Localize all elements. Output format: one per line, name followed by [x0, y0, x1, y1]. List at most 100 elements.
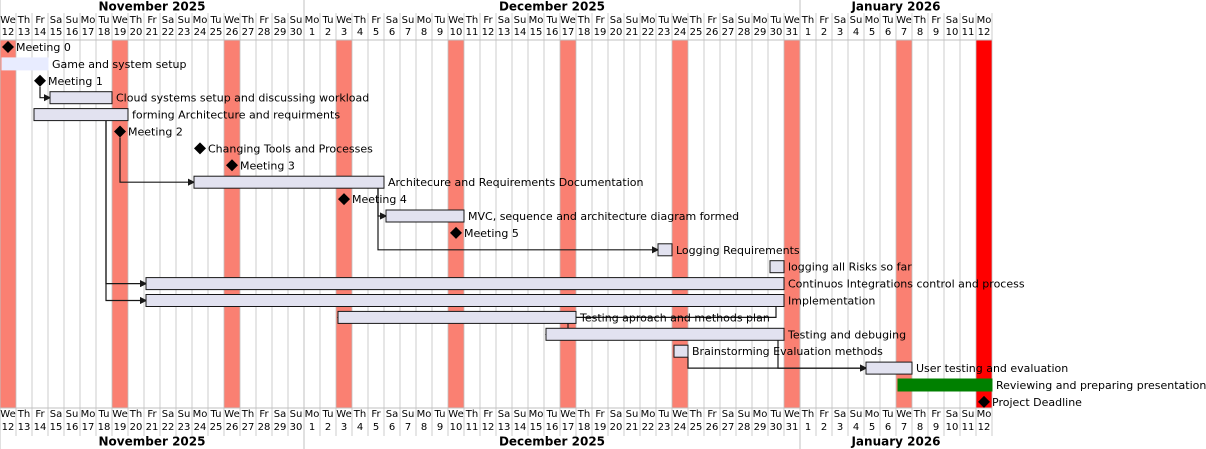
weekday-label: We	[0, 15, 15, 26]
day-label: 8	[917, 422, 923, 433]
weekday-label: Mo	[529, 15, 544, 26]
month-label: November 2025	[99, 0, 206, 14]
weekday-label: Sa	[386, 15, 398, 26]
day-label: 31	[786, 422, 799, 433]
weekday-label: Tu	[882, 409, 894, 420]
day-label: 30	[290, 422, 303, 433]
weekday-label: Tu	[658, 15, 670, 26]
day-label: 20	[610, 27, 623, 38]
day-label: 12	[2, 422, 15, 433]
day-label: 11	[466, 27, 479, 38]
weekday-label: Fr	[259, 15, 269, 26]
weekday-label: Su	[178, 15, 191, 26]
task-label: Meeting 2	[128, 126, 183, 139]
weekday-label: Su	[850, 409, 863, 420]
day-label: 27	[242, 422, 255, 433]
weekday-label: Th	[689, 15, 702, 26]
dependency-arrow	[119, 137, 196, 186]
weekday-label: Sa	[610, 15, 622, 26]
day-label: 29	[274, 27, 287, 38]
day-label: 31	[786, 27, 799, 38]
weekday-label: Sa	[386, 409, 398, 420]
weekday-label: We	[784, 15, 799, 26]
weekday-label: Fr	[259, 409, 269, 420]
weekday-label: Su	[850, 15, 863, 26]
weekday-label: Th	[801, 15, 814, 26]
task-label: Reviewing and preparing presentation	[996, 379, 1206, 392]
weekday-label: Su	[290, 409, 303, 420]
weekday-label: Mo	[81, 409, 96, 420]
weekday-label: We	[560, 15, 575, 26]
task-bar	[769, 260, 785, 274]
day-label: 19	[114, 422, 127, 433]
day-label: 2	[821, 422, 827, 433]
weekday-label: Th	[241, 15, 254, 26]
day-label: 12	[978, 422, 991, 433]
weekday-label: Mo	[641, 409, 656, 420]
day-label: 24	[674, 422, 687, 433]
weekday-label: Su	[290, 15, 303, 26]
task-label: Meeting 1	[48, 75, 103, 88]
weekday-label: Tu	[98, 15, 110, 26]
highlight-column	[448, 40, 464, 408]
weekday-label: Th	[577, 409, 590, 420]
dependency-arrow	[39, 86, 52, 102]
weekday-label: Mo	[417, 15, 432, 26]
task-bar	[145, 277, 785, 291]
weekday-label: Sa	[722, 409, 734, 420]
day-label: 22	[162, 27, 175, 38]
weekday-label: Sa	[50, 409, 62, 420]
weekday-label: Mo	[977, 15, 992, 26]
day-label: 27	[722, 422, 735, 433]
weekday-label: Tu	[546, 15, 558, 26]
day-label: 29	[754, 27, 767, 38]
weekday-label: Fr	[483, 409, 493, 420]
day-label: 2	[325, 27, 331, 38]
day-label: 10	[946, 27, 959, 38]
weekday-label: Fr	[371, 15, 381, 26]
day-label: 25	[690, 422, 703, 433]
day-label: 20	[130, 27, 143, 38]
day-label: 4	[853, 27, 859, 38]
weekday-label: Mo	[865, 409, 880, 420]
weekday-label: Fr	[931, 15, 941, 26]
weekday-label: Tu	[770, 409, 782, 420]
day-label: 16	[546, 422, 559, 433]
day-label: 17	[82, 27, 95, 38]
weekday-label: Tu	[434, 409, 446, 420]
milestone	[114, 125, 126, 138]
day-label: 21	[146, 422, 159, 433]
day-label: 1	[309, 422, 315, 433]
task-label: Testing and debuging	[787, 328, 906, 341]
highlight-column	[0, 40, 16, 408]
day-label: 22	[642, 27, 655, 38]
task-bar	[545, 327, 785, 341]
day-label: 10	[450, 422, 463, 433]
weekday-label: Th	[17, 15, 30, 26]
weekday-label: Sa	[162, 15, 174, 26]
weekday-label: Fr	[35, 409, 45, 420]
weekday-label: Th	[801, 409, 814, 420]
weekday-label: We	[560, 409, 575, 420]
task-label: logging all Risks so far	[788, 261, 912, 274]
weekday-label: Tu	[210, 409, 222, 420]
day-label: 14	[514, 27, 527, 38]
day-label: 10	[450, 27, 463, 38]
day-label: 25	[210, 422, 223, 433]
weekday-label: Mo	[305, 15, 320, 26]
weekday-label: Tu	[658, 409, 670, 420]
weekday-label: Mo	[193, 15, 208, 26]
day-label: 5	[373, 422, 379, 433]
weekday-label: Sa	[834, 15, 846, 26]
weekday-label: Th	[353, 15, 366, 26]
day-label: 23	[658, 422, 671, 433]
weekday-label: Th	[353, 409, 366, 420]
day-label: 17	[82, 422, 95, 433]
day-label: 14	[514, 422, 527, 433]
day-label: 13	[18, 27, 31, 38]
day-label: 30	[290, 27, 303, 38]
day-label: 19	[594, 422, 607, 433]
day-label: 28	[738, 27, 751, 38]
weekday-label: Sa	[946, 15, 958, 26]
milestone	[2, 41, 14, 53]
